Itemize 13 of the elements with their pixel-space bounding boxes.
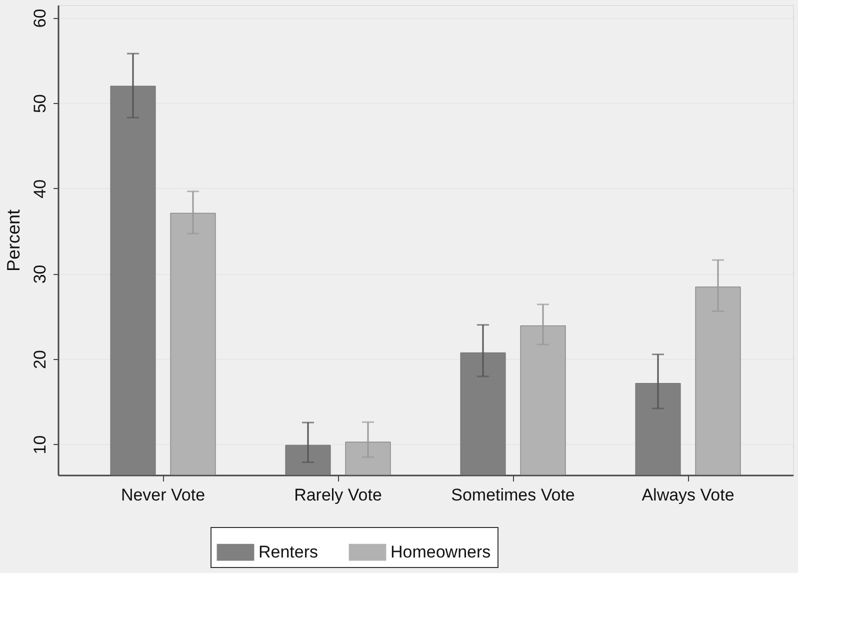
- y-axis-title: Percent: [4, 209, 24, 272]
- y-tick-label: 20: [30, 350, 50, 369]
- x-tick-label: Always Vote: [642, 486, 734, 504]
- y-tick-label: 60: [30, 8, 50, 28]
- y-tick-label: 40: [30, 179, 50, 198]
- legend-label: Homeowners: [390, 542, 491, 562]
- x-tick-label: Rarely Vote: [294, 486, 382, 504]
- y-tick-label: 30: [30, 264, 50, 284]
- y-tick-label: 10: [30, 435, 50, 454]
- x-tick-label: Sometimes Vote: [451, 486, 575, 504]
- x-tick-label: Never Vote: [120, 486, 206, 504]
- y-tick-label: 50: [30, 94, 50, 114]
- legend-label: Renters: [258, 542, 318, 562]
